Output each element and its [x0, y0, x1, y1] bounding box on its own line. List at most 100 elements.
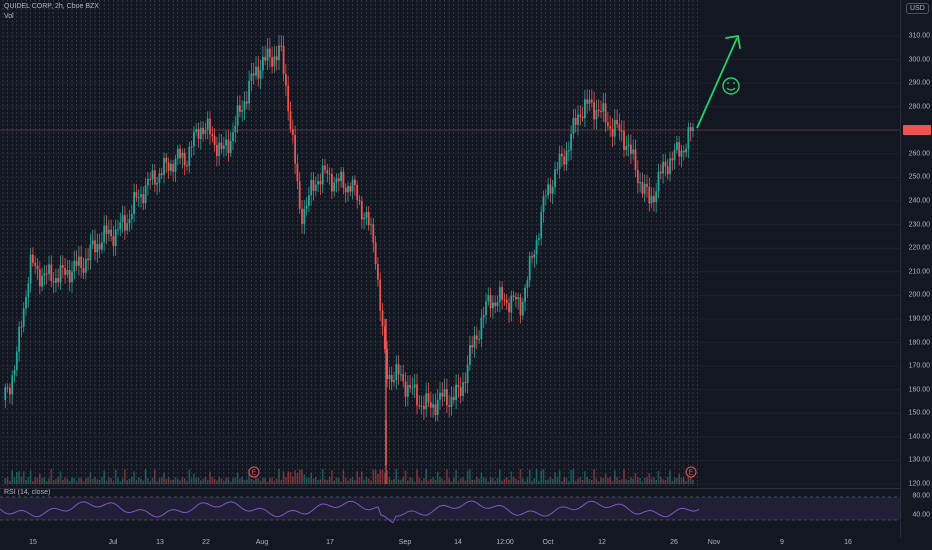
volume-bar: [211, 477, 214, 484]
candle-body: [650, 196, 653, 204]
volume-bar: [533, 478, 536, 484]
candle-body: [342, 171, 345, 188]
candle-body: [147, 178, 149, 186]
volume-bar: [285, 477, 287, 484]
price-tick-label: 300.00: [908, 56, 930, 64]
volume-bar: [496, 478, 499, 484]
candle-body: [358, 199, 361, 201]
candle-body: [107, 229, 110, 234]
candle-body: [137, 197, 140, 199]
volume-bar: [174, 477, 177, 484]
volume-bar: [485, 478, 487, 484]
volume-bar: [315, 477, 317, 484]
volume-bar: [193, 473, 195, 484]
candle-body: [105, 225, 108, 234]
candle-body: [581, 116, 584, 119]
volume-bar: [524, 481, 526, 484]
candle-body: [9, 387, 11, 395]
candle-body: [197, 128, 200, 139]
volume-bar: [333, 480, 335, 484]
volume-bar: [250, 479, 253, 484]
candle-body: [252, 73, 255, 76]
candle-body: [11, 375, 14, 395]
rsi-legend[interactable]: RSI (14, close): [4, 489, 51, 496]
volume-bar: [45, 481, 48, 484]
time-tick-label: Sep: [398, 539, 412, 546]
candle-body: [393, 380, 395, 383]
volume-bar: [156, 481, 158, 484]
volume-bar: [20, 477, 23, 484]
time-axis[interactable]: 15 Jul 13 22 Aug 17 Sep 14 12:00 Oct 12 26 Nov 9 16: [0, 538, 932, 550]
rsi-pane[interactable]: RSI (14, close): [0, 488, 900, 539]
volume-bar: [462, 477, 464, 484]
candle-body: [432, 404, 434, 408]
session-grid: [2, 0, 698, 487]
candle-body: [400, 374, 402, 376]
candle-body: [370, 224, 372, 226]
candle-body: [135, 192, 138, 198]
candle-body: [305, 205, 308, 209]
volume-bar: [648, 473, 651, 484]
volume-bar: [154, 469, 156, 484]
price-axis[interactable]: 310.00300.00290.00280.00270.00260.00250.…: [900, 0, 932, 538]
volume-bar: [494, 481, 496, 484]
candle-body: [446, 389, 448, 406]
volume-bar: [517, 480, 519, 484]
smiley-mouth: [726, 87, 736, 91]
volume-bar: [305, 477, 308, 484]
volume-bar: [137, 477, 140, 484]
volume-bar: [356, 471, 358, 484]
candle-body: [296, 163, 299, 182]
candle-body: [183, 152, 186, 166]
candle-body: [130, 213, 133, 219]
smiley-eye: [733, 82, 735, 84]
volume-bar: [48, 478, 50, 484]
projection-arrow: [696, 34, 741, 129]
time-tick-label: 16: [844, 539, 852, 546]
volume-legend[interactable]: Vol: [4, 13, 14, 20]
symbol-legend[interactable]: QUIDEL CORP, 2h, Cboe BZX: [4, 3, 99, 10]
rsi-chart[interactable]: [0, 489, 900, 539]
volume-bar: [473, 479, 476, 484]
candle-body: [319, 181, 322, 185]
time-tick-label: 12: [598, 539, 606, 546]
time-tick-label: 15: [29, 539, 37, 546]
volume-bar: [522, 478, 524, 484]
volume-bar: [538, 480, 540, 484]
volume-bar: [64, 477, 66, 484]
candle-body: [117, 229, 119, 231]
volume-bar: [89, 472, 92, 484]
candle-body: [289, 111, 292, 130]
candle-body: [163, 157, 165, 175]
volume-bar: [372, 469, 375, 484]
volume-bar: [595, 478, 598, 484]
candle-body: [133, 192, 135, 214]
price-tick-label: 290.00: [908, 79, 930, 87]
volume-bar: [492, 477, 494, 484]
currency-badge[interactable]: USD: [906, 3, 929, 14]
candle-body: [363, 217, 365, 220]
candle-body: [434, 404, 437, 415]
volume-bar: [459, 478, 462, 484]
price-tick-label: 280.00: [908, 103, 930, 111]
candle-body: [50, 264, 53, 282]
candle-body: [498, 287, 501, 303]
candle-body: [567, 150, 570, 152]
volume-bar: [165, 478, 168, 484]
volume-bar: [186, 481, 188, 484]
candle-body: [655, 191, 658, 203]
candle-body: [395, 364, 398, 381]
candle-body: [222, 145, 225, 150]
candle-body: [636, 169, 639, 184]
volume-bar: [639, 477, 641, 484]
volume-bar: [655, 480, 657, 484]
volume-bar: [526, 477, 529, 484]
candle-body: [634, 149, 637, 170]
candle-body: [409, 384, 411, 388]
candle-body: [27, 283, 30, 297]
candle-body: [360, 200, 363, 220]
volume-bar: [271, 477, 273, 484]
volume-bar: [607, 477, 609, 484]
